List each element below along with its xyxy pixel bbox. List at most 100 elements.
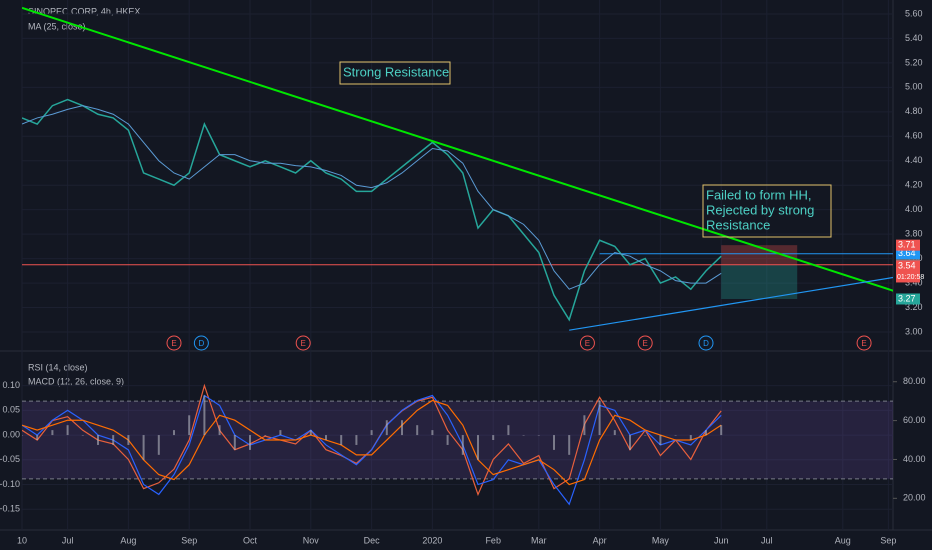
histogram-bar xyxy=(81,435,84,436)
histogram-bar xyxy=(416,425,419,436)
price-tag xyxy=(896,248,920,260)
histogram-bar xyxy=(553,435,555,450)
histogram-bar xyxy=(142,435,145,460)
stop-zone xyxy=(721,245,798,265)
x-tick-label: Aug xyxy=(120,535,136,545)
histogram-bar xyxy=(507,425,510,436)
y-tick-label: 3.40 xyxy=(905,277,923,287)
price-tag xyxy=(896,239,920,251)
histogram-bar xyxy=(51,430,54,436)
histogram-bar xyxy=(309,430,312,436)
event-label: D xyxy=(703,339,709,348)
y2-tick-label: 80.00 xyxy=(903,376,926,386)
target-zone xyxy=(721,264,798,299)
histogram-bar xyxy=(705,430,707,436)
event-marker xyxy=(295,335,311,351)
price-tag-label: 3.71 xyxy=(898,240,916,250)
x-tick-label: Jul xyxy=(62,535,74,545)
annotation-box xyxy=(702,184,832,238)
y-tick-label: 4.20 xyxy=(905,180,923,190)
histogram-bar xyxy=(173,430,175,436)
histogram-bar xyxy=(370,430,373,436)
histogram-bar xyxy=(401,420,403,436)
histogram-bar xyxy=(385,420,388,436)
histogram-bar xyxy=(689,435,692,441)
event-label: E xyxy=(585,339,590,348)
legend-entry: MA (25, close) xyxy=(28,21,86,31)
price-tag-label: 3.64 xyxy=(898,248,916,258)
event-label: E xyxy=(643,339,648,348)
x-tick-label: 10 xyxy=(17,535,27,545)
price-tag-label: 3.54 xyxy=(898,260,916,270)
x-tick-label: Dec xyxy=(364,535,381,545)
histogram-bar xyxy=(522,435,525,436)
histogram-bar xyxy=(294,435,297,436)
x-tick-label: 2020 xyxy=(422,535,442,545)
histogram-bar xyxy=(340,435,343,445)
x-tick-label: Nov xyxy=(303,535,320,545)
trendline xyxy=(22,6,893,292)
series-line xyxy=(22,399,722,486)
histogram-bar xyxy=(188,415,191,436)
event-marker xyxy=(698,335,714,351)
legend-entry: RSI (14, close) xyxy=(28,362,88,372)
event-marker xyxy=(856,335,872,351)
histogram-bar xyxy=(249,435,251,450)
x-tick-label: Mar xyxy=(531,535,547,545)
price-panel xyxy=(22,6,893,333)
x-tick-label: Oct xyxy=(243,535,258,545)
y-tick-label: 4.00 xyxy=(905,204,923,214)
rsi-band xyxy=(22,401,893,479)
histogram-bar xyxy=(568,435,571,455)
x-tick-label: Sep xyxy=(181,535,197,545)
histogram-bar xyxy=(22,435,23,436)
series-line xyxy=(22,394,722,506)
x-tick-label: Aug xyxy=(835,535,851,545)
histogram-bar xyxy=(36,435,39,441)
histogram-bar xyxy=(720,425,723,436)
event-label: D xyxy=(198,339,204,348)
event-label: E xyxy=(171,339,176,348)
annotation-text: Strong Resistance xyxy=(343,64,449,79)
histogram-bar xyxy=(325,435,327,441)
indicator-panel xyxy=(22,383,893,510)
series-line xyxy=(22,105,722,290)
price-tag xyxy=(896,260,920,283)
histogram-bar xyxy=(659,435,662,445)
event-marker xyxy=(166,335,182,351)
histogram-bar xyxy=(613,430,616,436)
histogram-bar xyxy=(674,435,677,436)
y-tick-label: 3.80 xyxy=(905,229,923,239)
y-tick-label: 3.20 xyxy=(905,302,923,312)
histogram-bar xyxy=(431,430,434,436)
histogram-bar xyxy=(97,435,99,445)
x-tick-label: Apr xyxy=(593,535,607,545)
price-tag xyxy=(896,293,920,305)
histogram-bar xyxy=(583,415,586,436)
histogram-bar xyxy=(127,435,130,445)
annotation-box xyxy=(339,61,451,85)
histogram-bar xyxy=(279,430,282,436)
y-tick-label: -0.15 xyxy=(0,504,20,514)
histogram-bar xyxy=(218,425,221,436)
histogram-bar xyxy=(492,435,495,441)
chart-title: SINOPEC CORP, 4h, HKEX xyxy=(28,6,140,16)
y-tick-label: -0.05 xyxy=(0,454,20,464)
y-tick-label: 0.00 xyxy=(2,429,20,439)
x-tick-label: May xyxy=(652,535,670,545)
trendline xyxy=(569,276,893,331)
annotation-text: Resistance xyxy=(706,217,770,232)
histogram-bar xyxy=(537,435,540,436)
histogram-bar xyxy=(461,435,464,455)
event-marker xyxy=(193,335,209,351)
histogram-bar xyxy=(446,435,449,445)
event-label: E xyxy=(301,339,306,348)
x-tick-label: Feb xyxy=(485,535,501,545)
y-tick-label: 4.40 xyxy=(905,155,923,165)
y-tick-label: 5.60 xyxy=(905,8,923,18)
y-tick-label: 4.60 xyxy=(905,131,923,141)
y-tick-label: 5.40 xyxy=(905,33,923,43)
event-marker xyxy=(637,335,653,351)
price-tag-label: 3.27 xyxy=(898,293,916,303)
